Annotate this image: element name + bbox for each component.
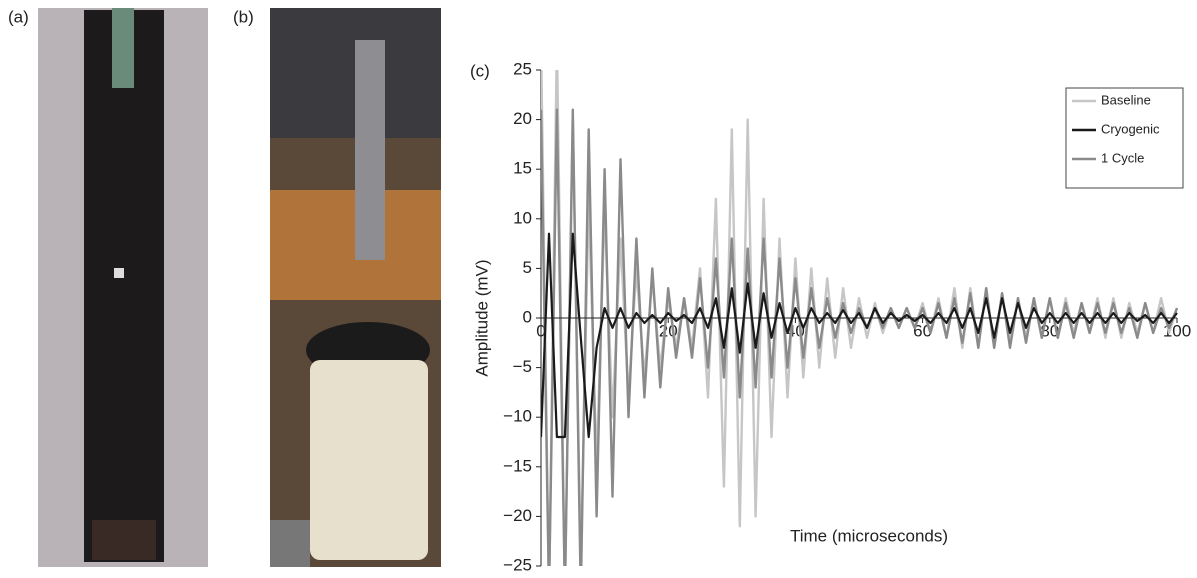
y-tick-label: −25 <box>503 555 532 573</box>
y-tick-label: 10 <box>513 208 532 227</box>
panel-label: (a) <box>8 7 29 26</box>
legend-label: Baseline <box>1101 92 1151 107</box>
y-tick-label: −5 <box>513 357 532 376</box>
y-tick-label: 20 <box>513 109 532 128</box>
y-tick-label: −15 <box>503 456 532 475</box>
x-tick-label: 0 <box>536 321 545 340</box>
x-axis-label: Time (microseconds) <box>790 526 948 545</box>
y-tick-label: 25 <box>513 59 532 78</box>
y-tick-label: −20 <box>503 506 532 525</box>
y-axis-label: Amplitude (mV) <box>472 259 491 376</box>
legend-label: 1 Cycle <box>1101 150 1144 165</box>
series-line <box>541 232 1178 439</box>
y-tick-label: −10 <box>503 407 532 426</box>
y-tick-label: 5 <box>523 258 532 277</box>
photo-b <box>270 8 441 567</box>
photo-a <box>38 8 208 567</box>
y-tick-label: 0 <box>523 307 532 326</box>
panel-label: (b) <box>233 7 254 26</box>
y-tick-label: 15 <box>513 159 532 178</box>
panel-label: (c) <box>470 61 490 80</box>
legend-label: Cryogenic <box>1101 121 1160 136</box>
series-line <box>541 108 1179 566</box>
legend: Baseline Cryogenic 1 Cycle <box>1065 87 1184 189</box>
